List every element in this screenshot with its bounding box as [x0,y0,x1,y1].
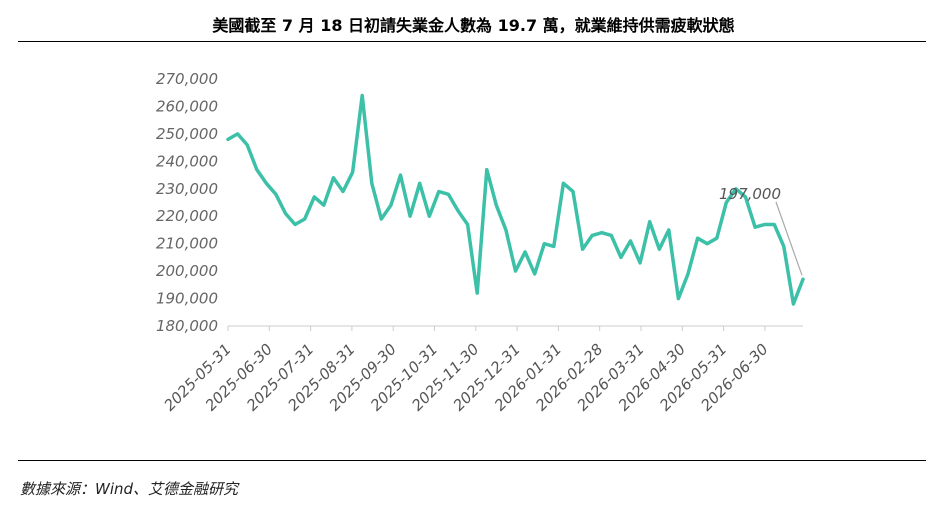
annotation-label: 197,000 [719,185,781,203]
top-rule [18,41,926,42]
y-tick-label: 210,000 [156,235,218,253]
annotation-leader [775,201,803,276]
y-tick-label: 200,000 [156,262,218,280]
y-tick-label: 260,000 [156,97,218,115]
bottom-rule [18,460,926,461]
series-line [226,93,805,306]
y-tick-label: 220,000 [156,207,218,225]
y-tick-label: 180,000 [156,317,218,335]
y-tick-label: 270,000 [156,70,218,88]
y-tick-label: 190,000 [156,290,218,308]
y-tick-label: 230,000 [156,180,218,198]
chart-title: 美國截至 7 月 18 日初請失業金人數為 19.7 萬，就業維持供需疲軟狀態 [212,16,735,35]
source-note: 數據來源：Wind、艾德金融研究 [20,480,239,498]
y-tick-label: 240,000 [156,152,218,170]
y-tick-label: 250,000 [156,125,218,143]
